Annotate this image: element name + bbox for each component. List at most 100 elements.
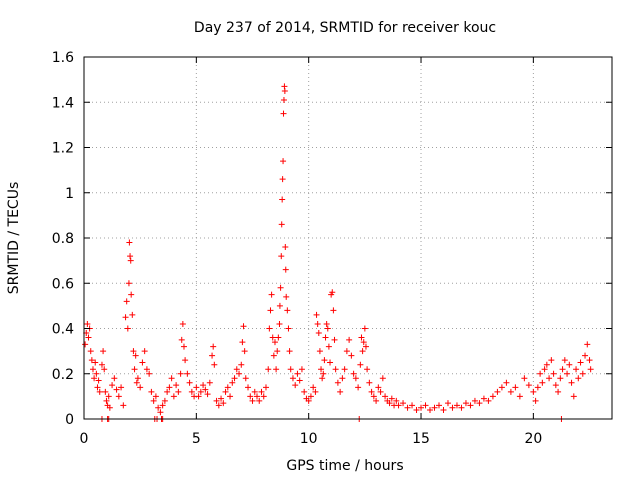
data-point — [503, 379, 510, 386]
data-point — [275, 334, 282, 341]
data-point — [584, 341, 591, 348]
data-point — [507, 388, 514, 395]
data-point — [210, 343, 217, 350]
data-point — [193, 384, 200, 391]
y-tick-label: 1 — [65, 186, 74, 202]
data-point — [314, 320, 321, 327]
data-point — [143, 366, 150, 373]
data-point — [343, 348, 350, 355]
data-point — [393, 397, 400, 404]
data-point — [118, 384, 125, 391]
data-point — [178, 336, 185, 343]
y-axis-label: SRMTID / TECUs — [6, 182, 22, 295]
y-tick-label: 0.4 — [52, 322, 74, 338]
data-point — [498, 384, 505, 391]
data-point — [242, 375, 249, 382]
data-point — [211, 361, 218, 368]
data-point — [84, 320, 91, 327]
data-point — [270, 352, 277, 359]
data-point — [337, 388, 344, 395]
data-point — [260, 393, 267, 400]
data-point — [537, 370, 544, 377]
data-point — [546, 375, 553, 382]
data-point — [539, 379, 546, 386]
data-point — [88, 357, 95, 364]
data-point — [120, 402, 127, 409]
data-point — [280, 96, 287, 103]
data-point — [271, 339, 278, 346]
data-point — [245, 384, 252, 391]
data-point — [89, 366, 96, 373]
data-point — [197, 388, 204, 395]
data-point — [294, 370, 301, 377]
data-point — [409, 402, 416, 409]
data-point — [400, 400, 407, 407]
data-point — [355, 384, 362, 391]
data-point — [155, 404, 162, 411]
data-point — [561, 357, 568, 364]
data-point — [370, 393, 377, 400]
axis-ticks: 0 5 10 15 20 0 0.2 0.4 0.6 0.8 1 1.2 1.4 1.6 — [52, 50, 612, 447]
data-point — [175, 388, 182, 395]
y-tick-label: 1.4 — [52, 95, 74, 111]
data-point — [247, 393, 254, 400]
data-point — [422, 402, 429, 409]
data-point — [485, 397, 492, 404]
data-point — [570, 393, 577, 400]
data-point — [321, 357, 328, 364]
data-point — [287, 366, 294, 373]
data-point — [126, 239, 133, 246]
data-point — [440, 406, 447, 413]
data-point — [148, 388, 155, 395]
data-point — [280, 110, 287, 117]
data-point — [127, 257, 134, 264]
data-point — [184, 370, 191, 377]
data-point — [256, 397, 263, 404]
data-point — [92, 359, 99, 366]
data-point — [186, 379, 193, 386]
data-point — [262, 384, 269, 391]
data-point — [238, 361, 245, 368]
x-tick-label: 20 — [524, 431, 542, 447]
data-point — [170, 393, 177, 400]
data-point — [359, 348, 366, 355]
data-point — [93, 370, 100, 377]
data-point — [267, 307, 274, 314]
data-point — [582, 352, 589, 359]
data-point — [382, 393, 389, 400]
data-point — [334, 379, 341, 386]
data-point — [209, 352, 216, 359]
data-point — [516, 393, 523, 400]
data-point — [123, 298, 130, 305]
data-point — [494, 388, 501, 395]
data-point — [301, 388, 308, 395]
data-point — [113, 386, 120, 393]
data-point — [241, 348, 248, 355]
data-point — [265, 366, 272, 373]
data-point — [357, 361, 364, 368]
data-point — [557, 375, 564, 382]
data-point — [276, 320, 283, 327]
data-point — [168, 375, 175, 382]
data-point — [280, 158, 287, 165]
data-point — [269, 334, 276, 341]
data-point — [388, 395, 395, 402]
data-point — [202, 386, 209, 393]
data-point — [375, 384, 382, 391]
data-point — [310, 384, 317, 391]
data-point — [281, 87, 288, 94]
data-point — [146, 370, 153, 377]
data-point — [577, 359, 584, 366]
data-point — [541, 366, 548, 373]
y-tick-label: 0.8 — [52, 231, 74, 247]
chart-title: Day 237 of 2014, SRMTID for receiver kou… — [194, 20, 496, 36]
data-point — [418, 404, 425, 411]
grid-lines — [84, 57, 612, 419]
data-point — [323, 320, 330, 327]
data-point — [307, 393, 314, 400]
data-point — [352, 375, 359, 382]
data-point — [173, 382, 180, 389]
data-point — [180, 343, 187, 350]
data-point — [161, 397, 168, 404]
data-point — [534, 384, 541, 391]
